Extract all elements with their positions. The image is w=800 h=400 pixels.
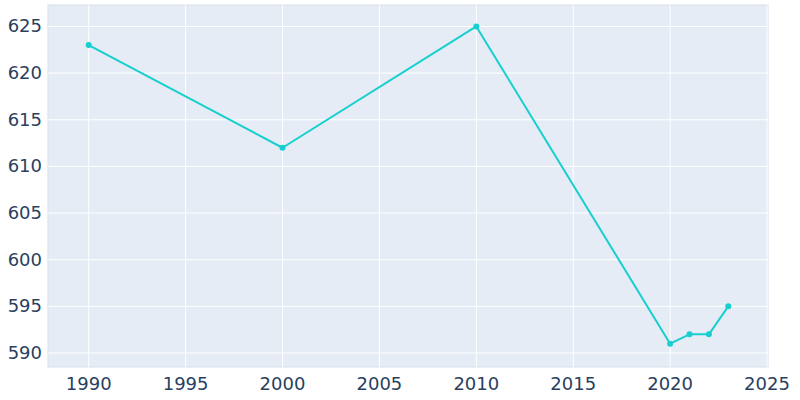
x-tick-label: 1995 bbox=[163, 373, 209, 394]
y-tick-label: 610 bbox=[8, 155, 42, 176]
x-grid-line bbox=[476, 5, 477, 367]
x-tick-label: 2015 bbox=[550, 373, 596, 394]
series-marker bbox=[725, 303, 731, 309]
series-group bbox=[86, 23, 732, 346]
series-marker bbox=[280, 145, 286, 151]
series-marker bbox=[706, 331, 712, 337]
x-grid-line bbox=[767, 5, 768, 367]
y-grid-line bbox=[48, 213, 768, 214]
y-tick-label: 590 bbox=[8, 342, 42, 363]
series-marker bbox=[687, 331, 693, 337]
x-grid-line bbox=[670, 5, 671, 367]
chart: 1990 1995 2000 2005 2010 2015 2020 2025 590 595 60… bbox=[0, 0, 800, 400]
y-tick-label: 595 bbox=[8, 295, 42, 316]
y-tick-label: 615 bbox=[8, 109, 42, 130]
series-marker bbox=[667, 341, 673, 347]
y-grid-line bbox=[48, 73, 768, 74]
y-grid-line bbox=[48, 26, 768, 27]
y-grid-line bbox=[48, 353, 768, 354]
x-tick-label: 2010 bbox=[453, 373, 499, 394]
series-marker bbox=[473, 23, 479, 29]
y-grid-line bbox=[48, 119, 768, 120]
x-grid-line bbox=[88, 5, 89, 367]
y-grid-line bbox=[48, 166, 768, 167]
y-grid-line bbox=[48, 259, 768, 260]
x-grid-line bbox=[379, 5, 380, 367]
y-tick-label: 620 bbox=[8, 62, 42, 83]
x-tick-label: 1990 bbox=[66, 373, 112, 394]
y-tick-label: 600 bbox=[8, 249, 42, 270]
x-grid-line bbox=[282, 5, 283, 367]
series-marker bbox=[86, 42, 92, 48]
series-line bbox=[89, 26, 729, 343]
x-tick-label: 2020 bbox=[647, 373, 693, 394]
x-grid-line bbox=[185, 5, 186, 367]
x-tick-label: 2000 bbox=[260, 373, 306, 394]
chart-container: 1990 1995 2000 2005 2010 2015 2020 2025 590 595 60… bbox=[0, 0, 800, 400]
y-grid-line bbox=[48, 306, 768, 307]
x-tick-label: 2005 bbox=[357, 373, 403, 394]
y-tick-label: 605 bbox=[8, 202, 42, 223]
y-tick-label: 625 bbox=[8, 15, 42, 36]
plot-area bbox=[48, 5, 768, 367]
x-tick-label: 2025 bbox=[744, 373, 790, 394]
